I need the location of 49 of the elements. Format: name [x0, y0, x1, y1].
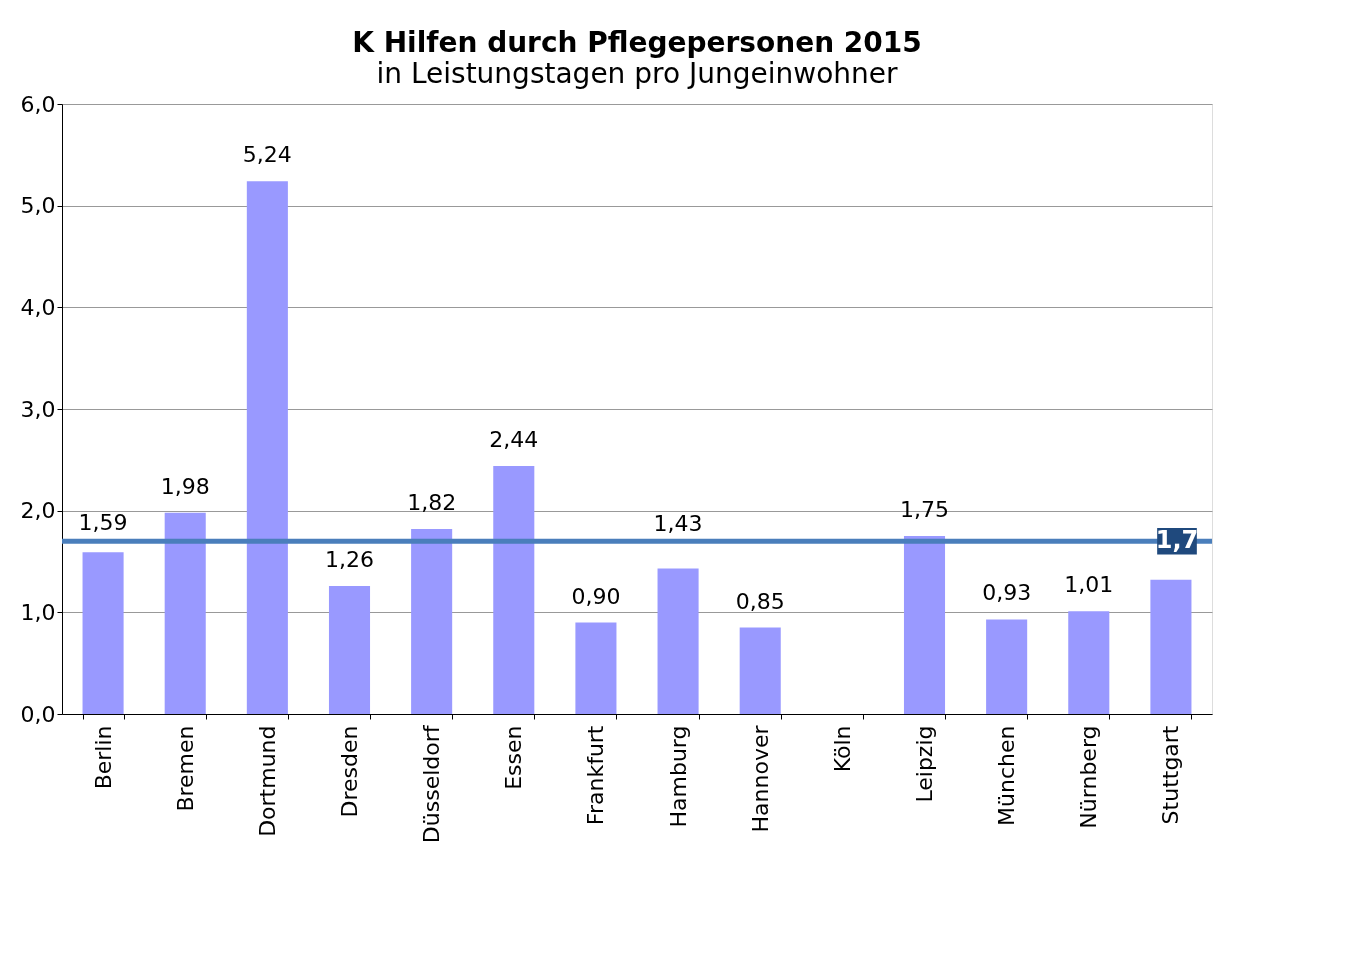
bar [575, 622, 617, 714]
y-tick-label: 6,0 [20, 91, 56, 117]
x-tick-label: Dresden [337, 725, 362, 818]
bar [411, 528, 453, 714]
data-label: 5,24 [242, 142, 292, 168]
x-tick-label: Nürnberg [1076, 725, 1102, 829]
data-label: 2,44 [489, 426, 539, 452]
x-tick-label: München [994, 725, 1020, 826]
y-tick-label: 3,0 [20, 396, 56, 422]
data-label: 1,75 [900, 497, 949, 523]
x-tick-label: Leipzig [912, 725, 937, 803]
bar [1068, 611, 1110, 714]
data-label: 1,59 [78, 510, 128, 536]
bar [1150, 579, 1192, 714]
data-label: 0,93 [982, 580, 1032, 606]
data-label: 0,90 [571, 583, 621, 609]
chart-title: K Hilfen durch Pflegepersonen 2015 [352, 26, 922, 59]
ref-line-label: 1,7 [1155, 526, 1199, 555]
x-tick-label: Essen [501, 725, 527, 790]
x-tick-label: Hannover [747, 724, 773, 833]
x-tick-label: Köln [829, 725, 855, 773]
bar [493, 465, 535, 714]
x-tick-label: Frankfurt [583, 725, 609, 826]
data-label: 0,85 [735, 588, 785, 614]
chart-subtitle: in Leistungstagen pro Jungeinwohner [376, 57, 898, 90]
bar [657, 568, 699, 714]
bar [164, 512, 206, 714]
bar [903, 536, 946, 714]
bar [328, 585, 371, 714]
data-label: 1,43 [653, 510, 703, 536]
data-label: 1,98 [160, 473, 210, 499]
y-tick-label: 0,0 [20, 701, 56, 727]
data-label: 1,82 [407, 489, 457, 515]
x-tick-label: Stuttgart [1158, 725, 1184, 825]
bar [246, 181, 288, 714]
bar [82, 552, 124, 714]
y-tick-label: 5,0 [20, 193, 56, 219]
y-tick-label: 2,0 [20, 498, 56, 524]
x-tick-label: Düsseldorf [419, 724, 445, 844]
y-tick-label: 4,0 [20, 294, 56, 320]
x-tick-label: Berlin [90, 725, 116, 790]
bar [986, 619, 1028, 714]
x-tick-label: Bremen [172, 725, 198, 812]
x-tick-label: Dortmund [254, 725, 280, 837]
y-tick-label: 1,0 [20, 599, 56, 625]
data-label: 1,26 [325, 546, 374, 572]
data-label: 1,01 [1064, 572, 1114, 598]
x-tick-label: Hamburg [665, 725, 691, 828]
bar [739, 627, 781, 714]
